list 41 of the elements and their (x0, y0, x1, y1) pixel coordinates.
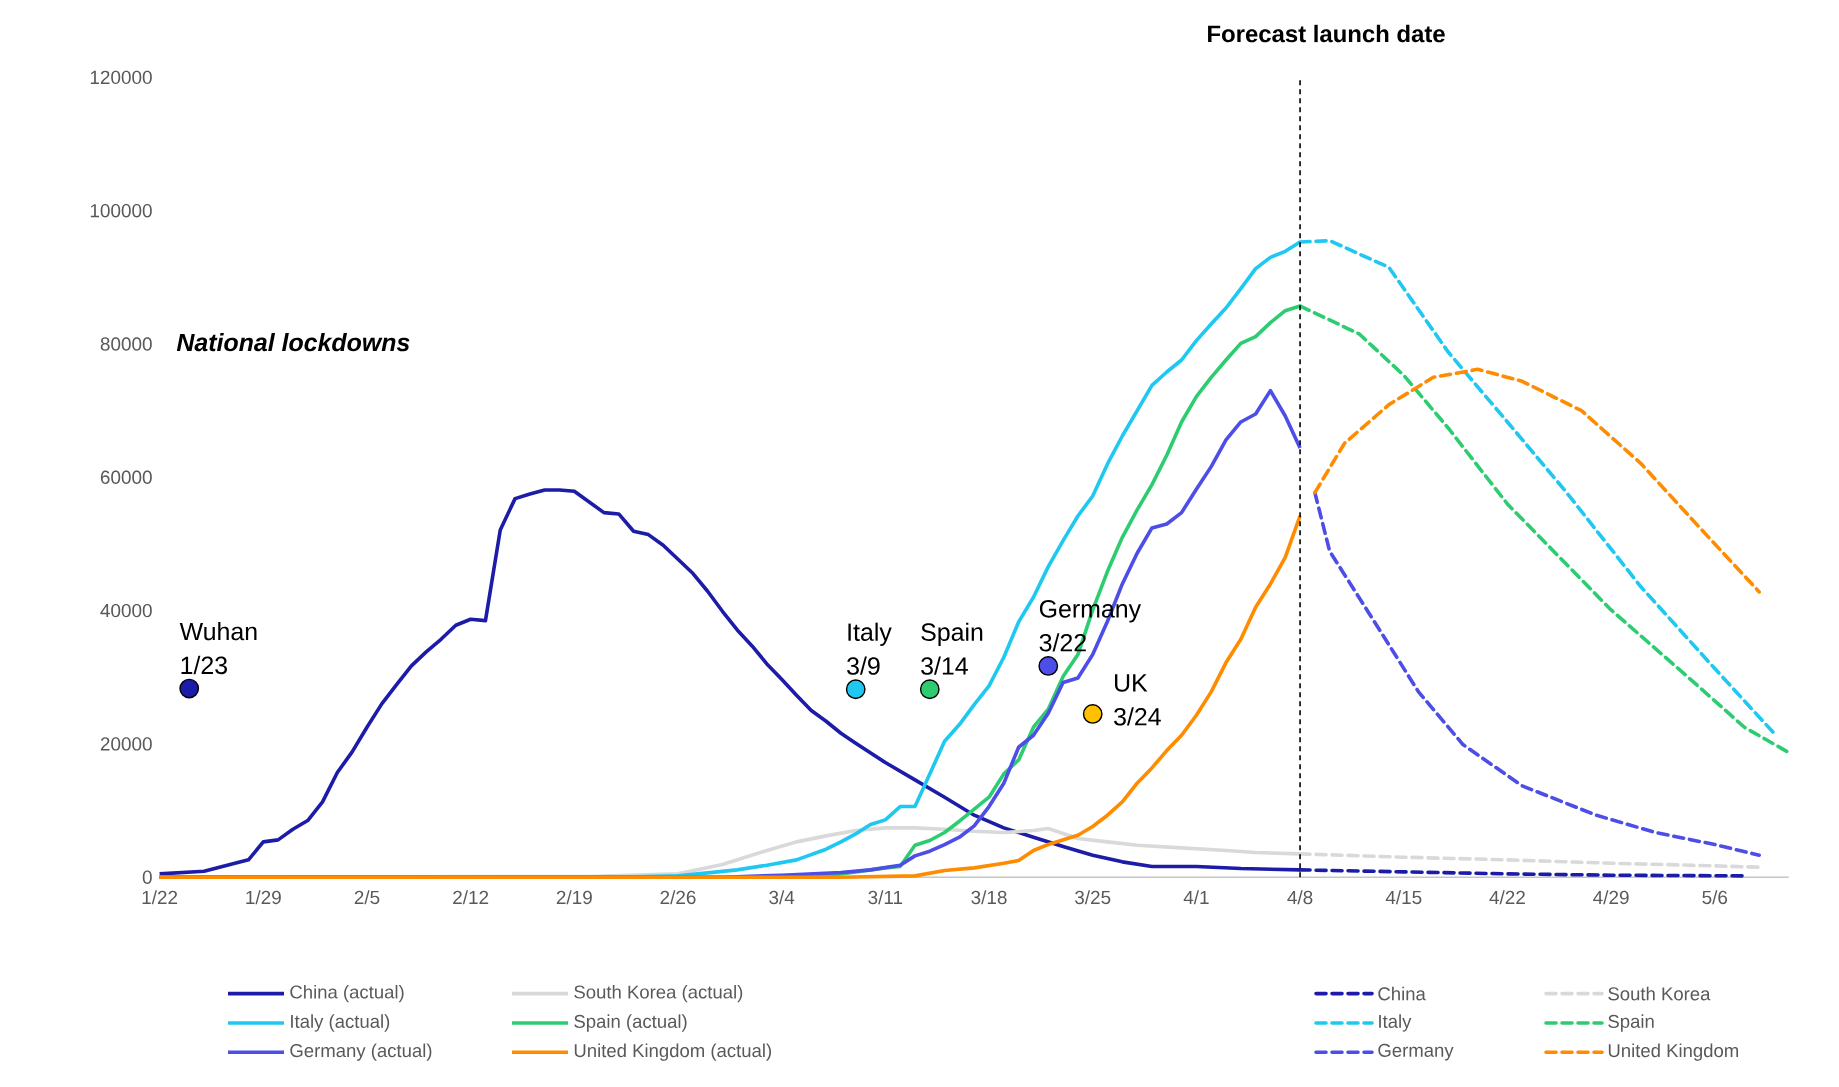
annotation: Spain 3/14 (921, 622, 983, 675)
x-tick-label: 2/12 (453, 890, 489, 905)
legend-label: United Kingdom (1608, 1043, 1739, 1061)
x-tick-label: 4/22 (1489, 890, 1525, 905)
x-tick-label: 2/19 (556, 890, 592, 905)
y-tick-label: 0 (142, 870, 152, 884)
y-tick-label: 60000 (100, 470, 152, 484)
annotation: Wuhan 1/23 (179, 622, 257, 675)
y-tick-label: 120000 (90, 70, 152, 85)
x-tick-label: 1/29 (246, 890, 281, 905)
y-tick-label: 40000 (100, 603, 152, 618)
x-tick-label: 2/5 (354, 890, 380, 905)
y-tick-label: 20000 (100, 737, 152, 751)
legend-label: Germany (actual) (290, 1043, 432, 1061)
y-tick-label: 80000 (100, 337, 152, 351)
legend-label: South Korea (actual) (574, 984, 743, 1003)
x-tick-label: 3/11 (868, 890, 903, 905)
annotation: National lockdowns (176, 332, 410, 352)
x-tick-label: 1/22 (142, 890, 178, 905)
x-tick-label: 3/25 (1075, 890, 1111, 905)
legend-label: South Korea (1608, 986, 1711, 1001)
y-tick-label: 100000 (90, 203, 152, 218)
legend-label: China (1378, 986, 1426, 1001)
x-tick-label: 4/8 (1287, 890, 1313, 905)
x-tick-label: 4/1 (1183, 890, 1209, 905)
legend-label: Germany (1378, 1043, 1454, 1061)
ref-line-label: Forecast launch date (1208, 24, 1445, 43)
x-tick-label: 2/26 (660, 890, 696, 905)
x-tick-label: 3/4 (769, 890, 795, 905)
x-tick-label: 5/6 (1702, 890, 1728, 905)
legend-label: China (actual) (290, 984, 404, 1003)
x-tick-label: 4/29 (1593, 890, 1629, 905)
legend-label: Italy (actual) (291, 1014, 390, 1032)
legend-label: Spain (actual) (574, 1014, 687, 1032)
legend-label: United Kingdom (actual) (574, 1043, 772, 1061)
legend-label: Spain (1608, 1014, 1654, 1032)
annotation: Italy 3/9 (847, 622, 892, 675)
x-tick-label: 3/18 (971, 890, 1007, 905)
legend-label: Italy (1379, 1014, 1412, 1032)
x-tick-label: 4/15 (1385, 890, 1422, 905)
annotation: UK 3/24 (1114, 674, 1161, 726)
